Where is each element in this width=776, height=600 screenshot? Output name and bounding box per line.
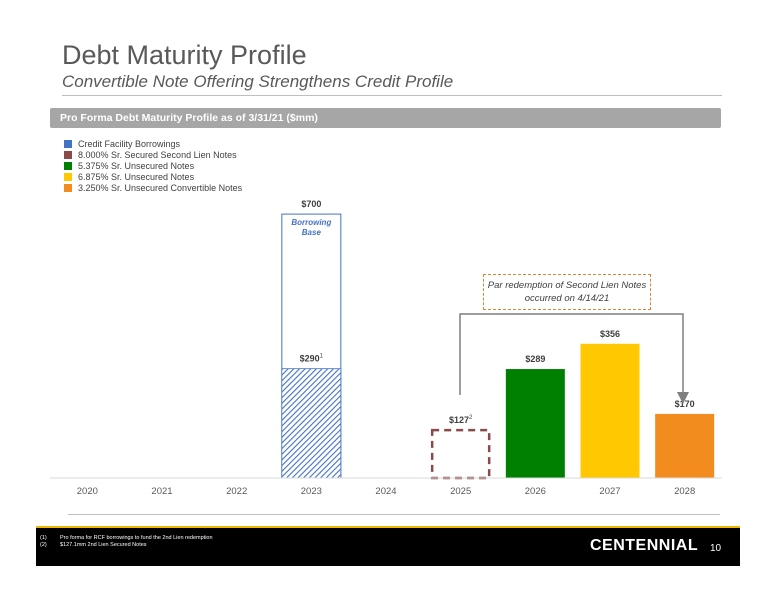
page-title: Debt Maturity Profile [62, 40, 307, 70]
footer-bar [36, 528, 740, 566]
legend-item: Credit Facility Borrowings [64, 138, 242, 149]
bar-2027-6-875-sr-unsecured-notes [580, 343, 640, 478]
x-tick-label-2027: 2027 [599, 486, 620, 497]
redemption-annotation: Par redemption of Second Lien Notes occu… [483, 274, 651, 310]
legend-swatch [64, 183, 72, 192]
legend-item: 3.250% Sr. Unsecured Convertible Notes [64, 182, 242, 193]
x-tick-label-2028: 2028 [674, 486, 695, 497]
footnote: (2) $127.1mm 2nd Lien Secured Notes [40, 542, 213, 549]
bar-2028-3-250-sr-unsecured-convertible-notes [655, 413, 715, 478]
legend-item: 6.875% Sr. Unsecured Notes [64, 171, 242, 182]
x-tick-label-2022: 2022 [226, 486, 247, 497]
title-divider [62, 95, 722, 96]
brand-logo: CENTENNIAL [590, 537, 699, 554]
x-tick-label-2023: 2023 [301, 486, 322, 497]
legend-swatch [64, 150, 72, 159]
legend-swatch [64, 161, 72, 170]
section-header: Pro Forma Debt Maturity Profile as of 3/… [50, 108, 721, 128]
x-tick-label-2021: 2021 [151, 486, 172, 497]
bar-2026-5-375-sr-unsecured-notes [505, 369, 565, 478]
footnote-number: (2) [40, 542, 47, 548]
x-tick-label-2024: 2024 [375, 486, 396, 497]
redemption-arrow [459, 313, 689, 404]
x-tick-label-2025: 2025 [450, 486, 471, 497]
legend-item: 8.000% Sr. Secured Second Lien Notes [64, 149, 242, 160]
footer-accent [36, 526, 740, 528]
bar-2025-8-000-sr-secured-second-lien-notes [430, 428, 491, 480]
legend-label: 3.250% Sr. Unsecured Convertible Notes [78, 182, 243, 193]
page-number: 10 [710, 543, 722, 554]
footnotes: (1) Pro forma for RCF borrowings to fund … [40, 535, 213, 549]
data-label-2026-5-375-sr-unsecured-notes: $289 [525, 354, 545, 364]
data-label-2028-3-250-sr-unsecured-convertible-notes: $170 [675, 399, 695, 409]
x-tick-label-2020: 2020 [77, 486, 98, 497]
section-title: Pro Forma Debt Maturity Profile as of 3/… [60, 112, 318, 124]
data-label-2025-8-000-sr-secured-second-lien-notes: $1272 [449, 415, 473, 425]
annotation-text: Par redemption of Second Lien Notes occu… [487, 280, 647, 304]
footnote-text: $127.1mm 2nd Lien Secured Notes [60, 542, 147, 548]
data-label-2023-credit-facility-borrowings: $2901 [300, 354, 324, 364]
footnote-number: (1) [40, 535, 47, 541]
data-label-2027-6-875-sr-unsecured-notes: $356 [600, 329, 620, 339]
footnote-text: Pro forma for RCF borrowings to fund the… [60, 535, 213, 541]
legend-label: 8.000% Sr. Secured Second Lien Notes [78, 149, 237, 160]
page-subtitle: Convertible Note Offering Strengthens Cr… [62, 72, 454, 91]
chart-legend: Credit Facility Borrowings 8.000% Sr. Se… [64, 138, 242, 193]
x-tick-label-2026: 2026 [525, 486, 546, 497]
legend-swatch [64, 139, 72, 148]
borrowing-base-label: Borrowing [291, 218, 331, 227]
data-label-2023-borrowing-base: $700 [301, 199, 321, 209]
footnote: (1) Pro forma for RCF borrowings to fund … [40, 535, 213, 542]
bar-2023-credit-facility-borrowings [281, 368, 342, 479]
legend-swatch [64, 172, 72, 181]
footer-divider [68, 514, 720, 515]
legend-label: Credit Facility Borrowings [78, 138, 181, 149]
legend-label: 5.375% Sr. Unsecured Notes [78, 160, 195, 171]
legend-item: 5.375% Sr. Unsecured Notes [64, 160, 242, 171]
legend-label: 6.875% Sr. Unsecured Notes [78, 171, 195, 182]
borrowing-base-label: Base [302, 228, 322, 237]
